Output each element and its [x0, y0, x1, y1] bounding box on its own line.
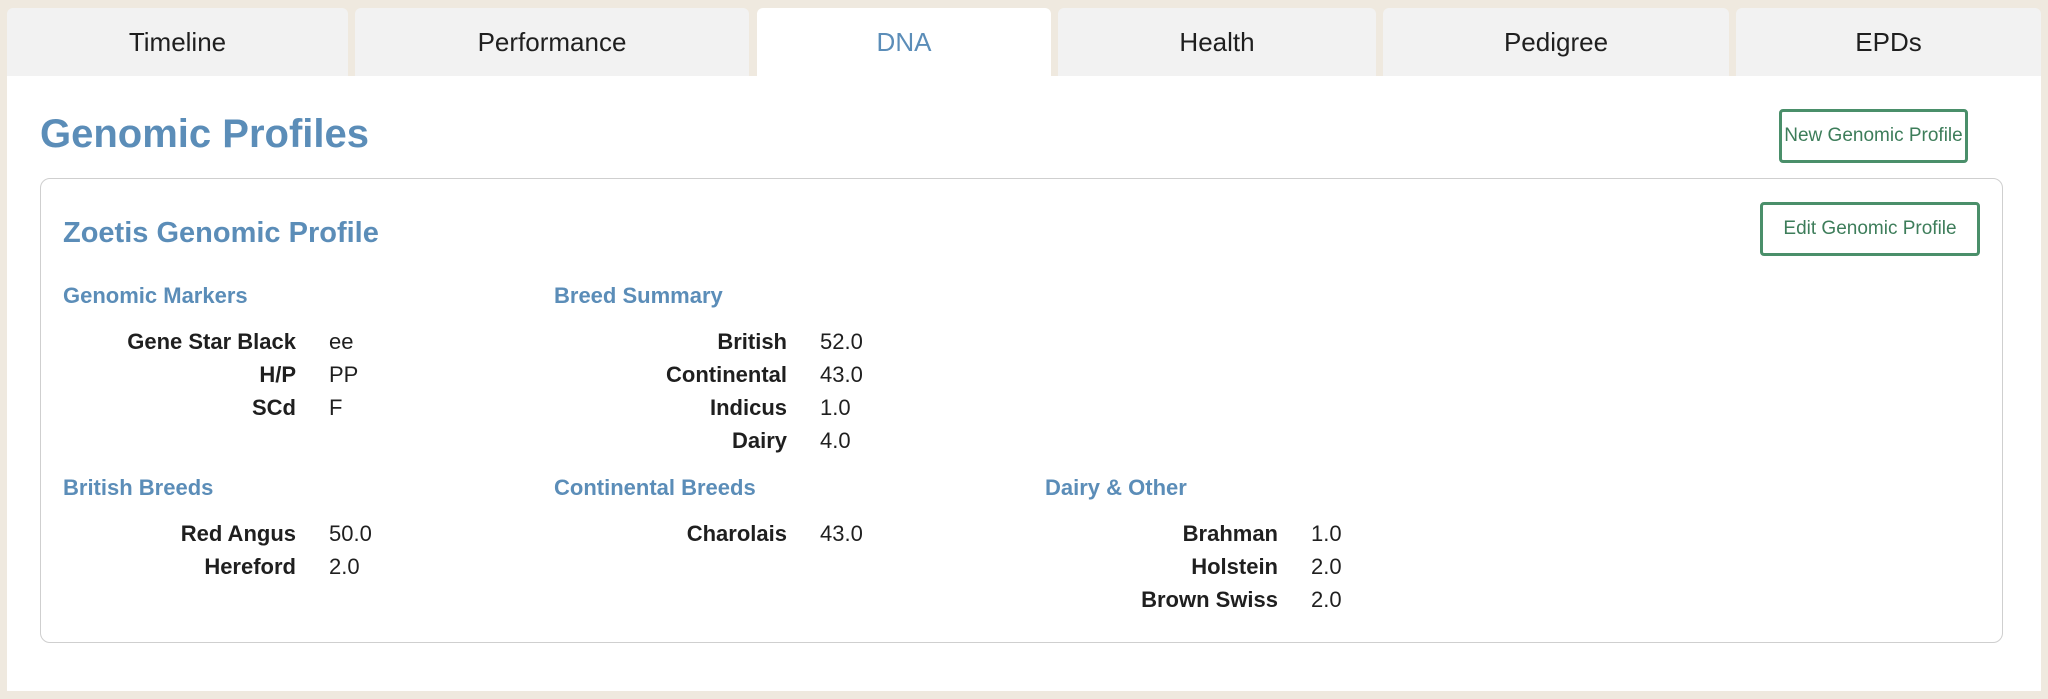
breed-label: Hereford [204, 554, 296, 579]
breed-summary-list: British 52.0 Continental 43.0 Indicus 1.… [554, 329, 984, 461]
breed-label: British [717, 329, 787, 354]
marker-label: SCd [252, 395, 296, 420]
breed-value: 2.0 [1311, 587, 1342, 612]
marker-label: Gene Star Black [127, 329, 296, 354]
dairy-other-row: Brahman 1.0 [1045, 521, 1475, 554]
continental-breeds-list: Charolais 43.0 [554, 521, 984, 554]
tab-performance[interactable]: Performance [355, 8, 749, 76]
edit-genomic-profile-button[interactable]: Edit Genomic Profile [1760, 202, 1980, 256]
app-window: Timeline Performance DNA Health Pedigree… [7, 8, 2041, 691]
breed-value: 4.0 [820, 428, 851, 453]
dairy-other-list: Brahman 1.0 Holstein 2.0 Brown Swiss 2.0 [1045, 521, 1475, 620]
genomic-marker-row: Gene Star Black ee [63, 329, 493, 362]
dairy-other-title: Dairy & Other [1045, 475, 1187, 500]
breed-value: 2.0 [329, 554, 360, 579]
breed-value: 43.0 [820, 362, 863, 387]
continental-breed-row: Charolais 43.0 [554, 521, 984, 554]
genomic-marker-row: SCd F [63, 395, 493, 428]
breed-value: 43.0 [820, 521, 863, 546]
tab-health[interactable]: Health [1058, 8, 1376, 76]
breed-label: Brahman [1182, 521, 1278, 546]
tab-bar: Timeline Performance DNA Health Pedigree… [7, 8, 2041, 76]
tab-dna[interactable]: DNA [757, 8, 1051, 76]
breed-summary-title: Breed Summary [554, 283, 723, 308]
genomic-marker-row: H/P PP [63, 362, 493, 395]
marker-value: F [329, 395, 343, 420]
british-breeds-title: British Breeds [63, 475, 214, 500]
dna-panel: Genomic Profiles New Genomic Profile Zoe… [7, 76, 2041, 691]
tab-epds[interactable]: EPDs [1736, 8, 2041, 76]
continental-breeds-title: Continental Breeds [554, 475, 756, 500]
breed-summary-row: Continental 43.0 [554, 362, 984, 395]
genomic-profile-card: Zoetis Genomic Profile Edit Genomic Prof… [40, 178, 2003, 643]
marker-label: H/P [259, 362, 296, 387]
breed-summary-row: Dairy 4.0 [554, 428, 984, 461]
breed-label: Dairy [731, 428, 787, 453]
british-breed-row: Red Angus 50.0 [63, 521, 493, 554]
tab-pedigree[interactable]: Pedigree [1383, 8, 1729, 76]
breed-label: Brown Swiss [1141, 587, 1278, 612]
breed-value: 1.0 [820, 395, 851, 420]
marker-value: PP [329, 362, 359, 387]
dairy-other-row: Brown Swiss 2.0 [1045, 587, 1475, 620]
breed-value: 1.0 [1311, 521, 1342, 546]
breed-value: 2.0 [1311, 554, 1342, 579]
page-title: Genomic Profiles [40, 112, 369, 156]
tab-timeline[interactable]: Timeline [7, 8, 348, 76]
breed-label: Holstein [1191, 554, 1278, 579]
breed-value: 50.0 [329, 521, 372, 546]
breed-label: Continental [666, 362, 787, 387]
british-breed-row: Hereford 2.0 [63, 554, 493, 587]
genomic-markers-list: Gene Star Black ee H/P PP SCd F [63, 329, 493, 428]
genomic-markers-title: Genomic Markers [63, 283, 248, 308]
breed-value: 52.0 [820, 329, 863, 354]
british-breeds-list: Red Angus 50.0 Hereford 2.0 [63, 521, 493, 587]
profile-title: Zoetis Genomic Profile [63, 217, 379, 249]
breed-summary-row: British 52.0 [554, 329, 984, 362]
new-genomic-profile-button[interactable]: New Genomic Profile [1779, 109, 1968, 163]
breed-label: Charolais [686, 521, 787, 546]
breed-label: Red Angus [180, 521, 296, 546]
breed-summary-row: Indicus 1.0 [554, 395, 984, 428]
marker-value: ee [329, 329, 354, 354]
dairy-other-row: Holstein 2.0 [1045, 554, 1475, 587]
breed-label: Indicus [709, 395, 787, 420]
